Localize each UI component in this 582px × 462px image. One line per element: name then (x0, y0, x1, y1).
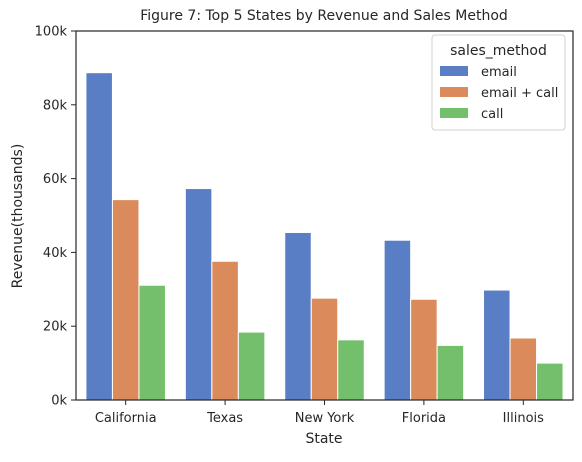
y-tick-label: 100k (35, 25, 68, 40)
bar-call-california (138, 284, 166, 401)
y-tick-label: 0k (51, 394, 67, 409)
bar-email-texas (184, 188, 213, 401)
legend-title: sales_method (450, 43, 547, 59)
bar-email-illinois (483, 289, 511, 401)
x-tick-label: California (95, 411, 157, 426)
axes-layer: California Texas New York Florida Illinois 0k… (35, 25, 574, 426)
legend-label: email + call (481, 86, 558, 101)
bar-call-illinois (536, 362, 564, 401)
legend-swatch-email (440, 66, 468, 76)
legend-label: call (481, 107, 503, 122)
legend-label: email (481, 65, 517, 80)
y-tick-label: 80k (43, 98, 68, 113)
y-tick-label: 20k (43, 320, 68, 335)
bar-email-call-texas (211, 260, 239, 401)
bar-email-new-york (284, 231, 312, 401)
legend-swatch-call (440, 108, 468, 118)
y-axis-title: Revenue(thousands) (10, 144, 26, 289)
y-tick-label: 60k (43, 172, 68, 187)
bar-email-call-new-york (310, 297, 339, 401)
bar-email-call-california (111, 199, 140, 401)
x-tick-label: Florida (402, 411, 446, 426)
legend-swatch-email-call (440, 87, 468, 97)
bar-email-california (85, 72, 113, 401)
x-tick-label: Illinois (503, 411, 544, 426)
bar-email-florida (383, 239, 412, 401)
bar-call-new-york (337, 339, 365, 401)
bar-call-florida (436, 344, 465, 401)
legend-box (431, 34, 566, 131)
x-tick-label: New York (295, 411, 355, 426)
y-tick-label: 40k (43, 246, 68, 261)
bar-email-call-florida (410, 298, 438, 401)
plot-frame (75, 30, 574, 401)
bar-email-call-illinois (509, 337, 538, 401)
bar-call-texas (237, 331, 266, 401)
x-tick-label: Texas (206, 411, 243, 426)
bars-layer (85, 72, 564, 401)
chart-title: Figure 7: Top 5 States by Revenue and Sa… (140, 8, 508, 24)
x-axis-title: State (305, 431, 342, 447)
